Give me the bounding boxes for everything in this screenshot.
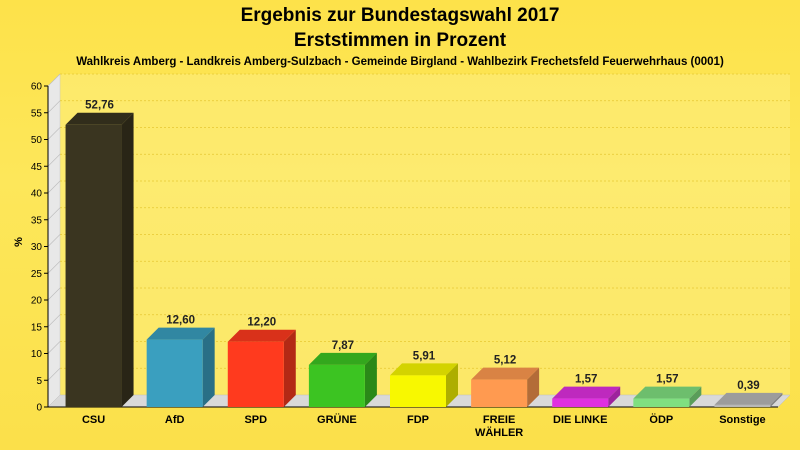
y-tick-label: 5 — [36, 376, 42, 387]
data-label-3: 7,87 — [332, 340, 354, 352]
bar-6 — [552, 398, 609, 407]
bar-top-5 — [471, 367, 540, 380]
bar-8 — [714, 404, 771, 407]
y-tick-label: 30 — [31, 242, 43, 253]
gridline-wall — [47, 100, 61, 113]
y-tick-label: 60 — [31, 82, 43, 93]
bar-side-6 — [608, 386, 621, 407]
y-tick-label: 25 — [31, 269, 43, 280]
chart-title-line-2: Erststimmen in Prozent — [294, 30, 507, 51]
gridline-wall — [47, 261, 61, 274]
bar-side-5 — [527, 367, 540, 407]
gridline-wall — [47, 154, 61, 167]
y-tick-label: 55 — [31, 108, 43, 119]
bar-top-1 — [146, 327, 215, 340]
gridline-wall — [47, 207, 61, 220]
gridline-wall — [47, 73, 61, 87]
plot-area: 0 5 10 15 20 25 30 35 40 45 50 55 60 52,76 CSU 12,60 AfD… — [31, 73, 791, 439]
bar-7 — [633, 398, 690, 407]
bar-top-3 — [308, 352, 377, 365]
x-tick-label-1: AfD — [165, 414, 185, 426]
x-tick-label-3: GRÜNE — [317, 413, 357, 426]
gridline-wall — [47, 368, 61, 381]
bar-side-7 — [689, 386, 702, 407]
bar-4 — [390, 375, 446, 407]
data-label-4: 5,91 — [413, 350, 436, 362]
data-label-8: 0,39 — [737, 380, 759, 392]
data-label-0: 52,76 — [85, 100, 114, 112]
y-tick-label: 45 — [31, 162, 43, 173]
x-tick-label-5: FREIE WÄHLER — [475, 414, 523, 439]
x-tick-label-7: ÖDP — [649, 413, 673, 426]
y-axis-label: % — [13, 237, 25, 247]
gridline-wall — [47, 234, 61, 247]
gridline-wall — [47, 127, 61, 140]
bar-0 — [65, 124, 122, 407]
y-tick-label: 15 — [31, 322, 43, 333]
bar-top-8 — [714, 392, 783, 405]
x-tick-label-2: SPD — [244, 414, 267, 426]
bar-1 — [146, 339, 203, 407]
bar-3 — [308, 364, 365, 407]
bar-side-3 — [364, 352, 377, 407]
data-label-2: 12,20 — [247, 317, 276, 329]
y-tick-label: 20 — [31, 296, 43, 307]
data-label-7: 1,57 — [656, 374, 678, 386]
y-tick-label: 35 — [31, 215, 43, 226]
bar-side-4 — [446, 363, 458, 407]
bar-side-0 — [121, 112, 134, 407]
bar-top-7 — [633, 386, 702, 399]
x-tick-label-8: Sonstige — [719, 414, 765, 426]
bar-top-4 — [390, 363, 458, 376]
y-tick-label: 10 — [31, 349, 43, 360]
gridline-wall — [47, 314, 61, 327]
bar-side-8 — [770, 392, 783, 407]
bar-5 — [471, 379, 528, 407]
chart-title: Ergebnis zur Bundestagswahl 2017 — [241, 5, 560, 26]
y-tick-label: 50 — [31, 135, 43, 146]
gridline-wall — [47, 341, 61, 354]
bar-side-2 — [283, 329, 296, 407]
gridline-wall — [47, 287, 61, 301]
bar-top-0 — [65, 112, 134, 125]
y-tick-label: 0 — [36, 403, 42, 414]
bar-top-6 — [552, 386, 621, 399]
data-label-6: 1,57 — [575, 374, 597, 386]
gridline-wall — [47, 180, 61, 194]
data-label-1: 12,60 — [166, 315, 195, 327]
bar-side-1 — [202, 327, 215, 407]
chart-subtitle: Wahlkreis Amberg - Landkreis Amberg-Sulz… — [76, 56, 724, 68]
y-tick-label: 40 — [31, 189, 43, 200]
data-label-5: 5,12 — [494, 355, 516, 367]
x-tick-label-4: FDP — [407, 414, 429, 426]
bar-top-2 — [227, 329, 296, 342]
x-tick-label-0: CSU — [82, 414, 105, 426]
bar-2 — [227, 341, 284, 407]
x-tick-label-6: DIE LINKE — [553, 414, 607, 426]
